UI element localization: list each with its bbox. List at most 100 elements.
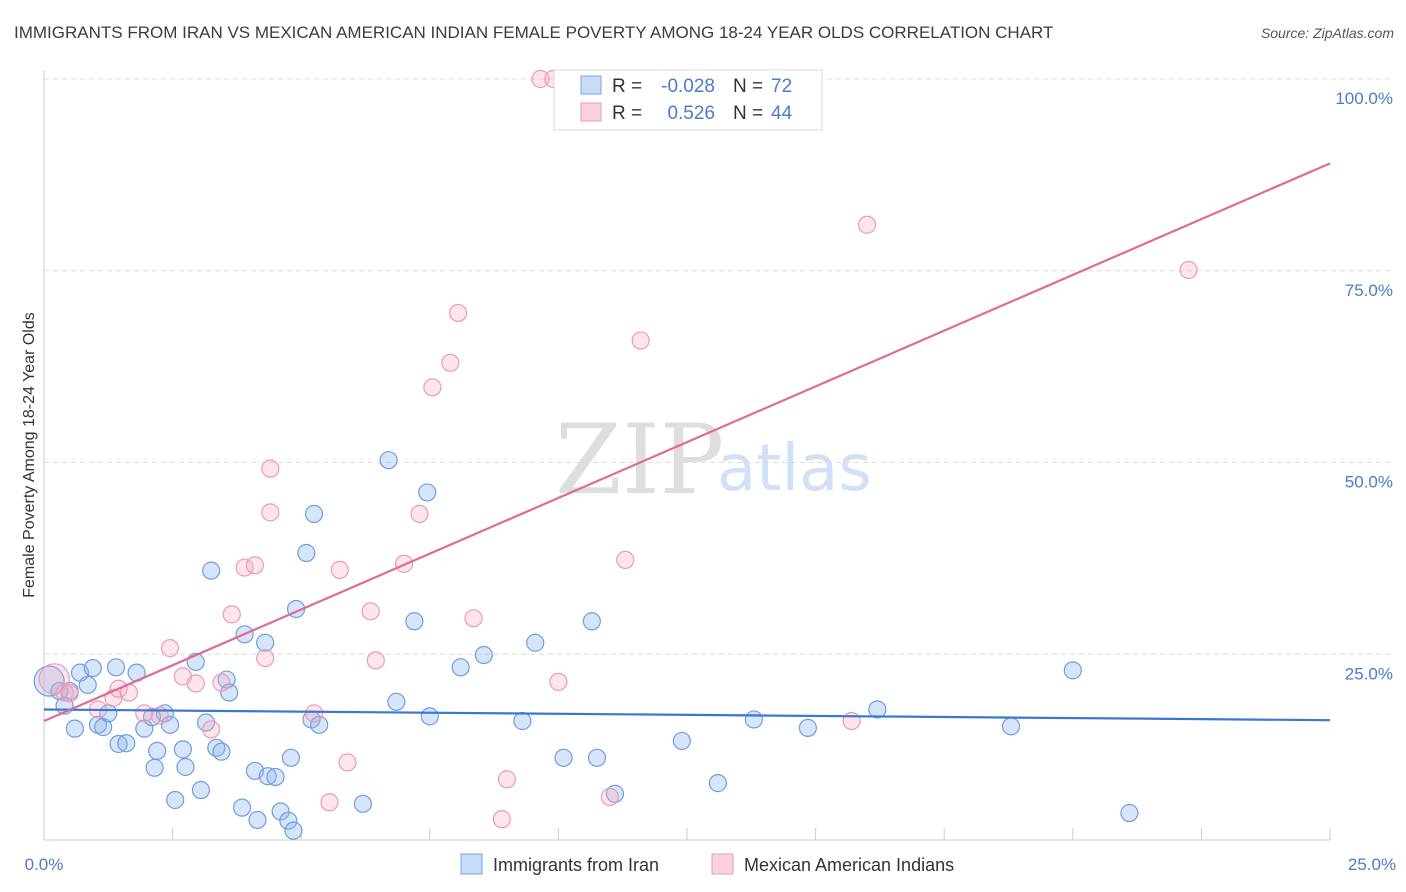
- point-immigrants-from-iran: [555, 749, 572, 766]
- point-immigrants-from-iran: [108, 659, 125, 676]
- point-mexican-american-indians: [136, 705, 153, 722]
- point-mexican-american-indians: [550, 673, 567, 690]
- correlation-chart: IMMIGRANTS FROM IRAN VS MEXICAN AMERICAN…: [0, 0, 1406, 892]
- point-immigrants-from-iran: [234, 799, 251, 816]
- point-mexican-american-indians: [339, 754, 356, 771]
- point-mexican-american-indians: [859, 216, 876, 233]
- point-mexican-american-indians: [213, 674, 230, 691]
- legend: Immigrants from Iran Mexican American In…: [461, 854, 954, 875]
- point-immigrants-from-iran: [149, 742, 166, 759]
- point-mexican-american-indians: [617, 551, 634, 568]
- x-tick-label-min: 0.0%: [25, 855, 64, 874]
- point-mexican-american-indians: [465, 610, 482, 627]
- legend-swatch-blue: [461, 854, 482, 874]
- point-immigrants-from-iran: [673, 732, 690, 749]
- point-immigrants-from-iran: [177, 758, 194, 775]
- point-immigrants-from-iran: [1121, 805, 1138, 822]
- point-immigrants-from-iran: [282, 749, 299, 766]
- point-immigrants-from-iran: [452, 659, 469, 676]
- trendline-immigrants-from-iran: [44, 709, 1330, 720]
- y-tick-label-100: 100.0%: [1335, 89, 1393, 108]
- stats-swatch-pink: [581, 103, 601, 121]
- point-immigrants-from-iran: [213, 743, 230, 760]
- point-immigrants-from-iran: [285, 822, 302, 839]
- point-immigrants-from-iran: [66, 720, 83, 737]
- point-mexican-american-indians: [306, 705, 323, 722]
- point-immigrants-from-iran: [588, 749, 605, 766]
- y-axis-label: Female Poverty Among 18-24 Year Olds: [21, 312, 38, 598]
- point-immigrants-from-iran: [167, 791, 184, 808]
- watermark-atlas: atlas: [717, 432, 872, 506]
- point-immigrants-from-iran: [79, 676, 96, 693]
- point-immigrants-from-iran: [174, 741, 191, 758]
- legend-label-immigrants-from-iran: Immigrants from Iran: [493, 855, 659, 875]
- point-immigrants-from-iran: [257, 634, 274, 651]
- stats-swatch-blue: [581, 76, 601, 94]
- point-mexican-american-indians: [61, 685, 78, 702]
- source-credit: Source: ZipAtlas.com: [1261, 25, 1394, 41]
- point-mexican-american-indians: [321, 794, 338, 811]
- watermark: ZIP atlas: [555, 404, 872, 516]
- point-mexican-american-indians: [498, 771, 515, 788]
- stats-n-label-1: N =: [733, 76, 763, 97]
- point-mexican-american-indians: [246, 557, 263, 574]
- point-immigrants-from-iran: [203, 562, 220, 579]
- x-tick-label-max: 25.0%: [1348, 855, 1396, 874]
- point-immigrants-from-iran: [192, 782, 209, 799]
- stats-n-value-1: 72: [771, 76, 792, 97]
- point-immigrants-from-iran: [380, 452, 397, 469]
- stats-n-value-2: 44: [771, 103, 793, 124]
- point-mexican-american-indians: [331, 561, 348, 578]
- point-immigrants-from-iran: [514, 712, 531, 729]
- point-mexican-american-indians: [411, 505, 428, 522]
- point-mexican-american-indians: [601, 788, 618, 805]
- stats-r-value-2: 0.526: [667, 103, 715, 124]
- point-immigrants-from-iran: [298, 545, 315, 562]
- x-axis-ticks: [173, 828, 1330, 840]
- point-mexican-american-indians: [203, 721, 220, 738]
- point-mexican-american-indians: [162, 640, 179, 657]
- point-mexican-american-indians: [424, 379, 441, 396]
- point-mexican-american-indians: [843, 712, 860, 729]
- point-mexican-american-indians: [450, 304, 467, 321]
- point-mexican-american-indians: [367, 652, 384, 669]
- watermark-zip: ZIP: [555, 404, 724, 516]
- stats-box: R = -0.028 N = 72 R = 0.526 N = 44: [554, 70, 822, 130]
- stats-n-label-2: N =: [733, 103, 763, 124]
- point-immigrants-from-iran: [527, 634, 544, 651]
- stats-r-label-2: R =: [612, 103, 642, 124]
- legend-item-immigrants-from-iran[interactable]: Immigrants from Iran: [461, 854, 659, 875]
- point-immigrants-from-iran: [84, 660, 101, 677]
- point-immigrants-from-iran: [118, 735, 135, 752]
- point-immigrants-from-iran: [306, 505, 323, 522]
- point-mexican-american-indians: [223, 606, 240, 623]
- point-immigrants-from-iran: [709, 775, 726, 792]
- point-immigrants-from-iran: [388, 693, 405, 710]
- stats-r-label-1: R =: [612, 76, 642, 97]
- point-immigrants-from-iran: [1064, 662, 1081, 679]
- chart-title: IMMIGRANTS FROM IRAN VS MEXICAN AMERICAN…: [14, 23, 1053, 42]
- point-immigrants-from-iran: [354, 795, 371, 812]
- point-immigrants-from-iran: [267, 768, 284, 785]
- point-immigrants-from-iran: [419, 484, 436, 501]
- point-mexican-american-indians: [442, 354, 459, 371]
- point-immigrants-from-iran: [799, 719, 816, 736]
- point-mexican-american-indians: [262, 460, 279, 477]
- point-mexican-american-indians: [362, 603, 379, 620]
- y-axis-tick-labels: 25.0%50.0%75.0%100.0%: [1335, 89, 1393, 683]
- point-immigrants-from-iran: [1003, 718, 1020, 735]
- legend-item-mexican-american-indians[interactable]: Mexican American Indians: [712, 854, 954, 875]
- point-immigrants-from-iran: [146, 759, 163, 776]
- y-tick-label-50: 50.0%: [1345, 473, 1393, 492]
- point-immigrants-from-iran: [421, 708, 438, 725]
- y-tick-label-75: 75.0%: [1345, 281, 1393, 300]
- point-immigrants-from-iran: [249, 811, 266, 828]
- legend-swatch-pink: [712, 854, 733, 874]
- trendline-mexican-american-indians: [44, 163, 1330, 721]
- point-mexican-american-indians: [257, 650, 274, 667]
- legend-label-mexican-american-indians: Mexican American Indians: [744, 855, 954, 875]
- stats-r-value-1: -0.028: [661, 76, 715, 97]
- point-mexican-american-indians: [262, 504, 279, 521]
- point-mexican-american-indians: [187, 675, 204, 692]
- point-immigrants-from-iran: [406, 613, 423, 630]
